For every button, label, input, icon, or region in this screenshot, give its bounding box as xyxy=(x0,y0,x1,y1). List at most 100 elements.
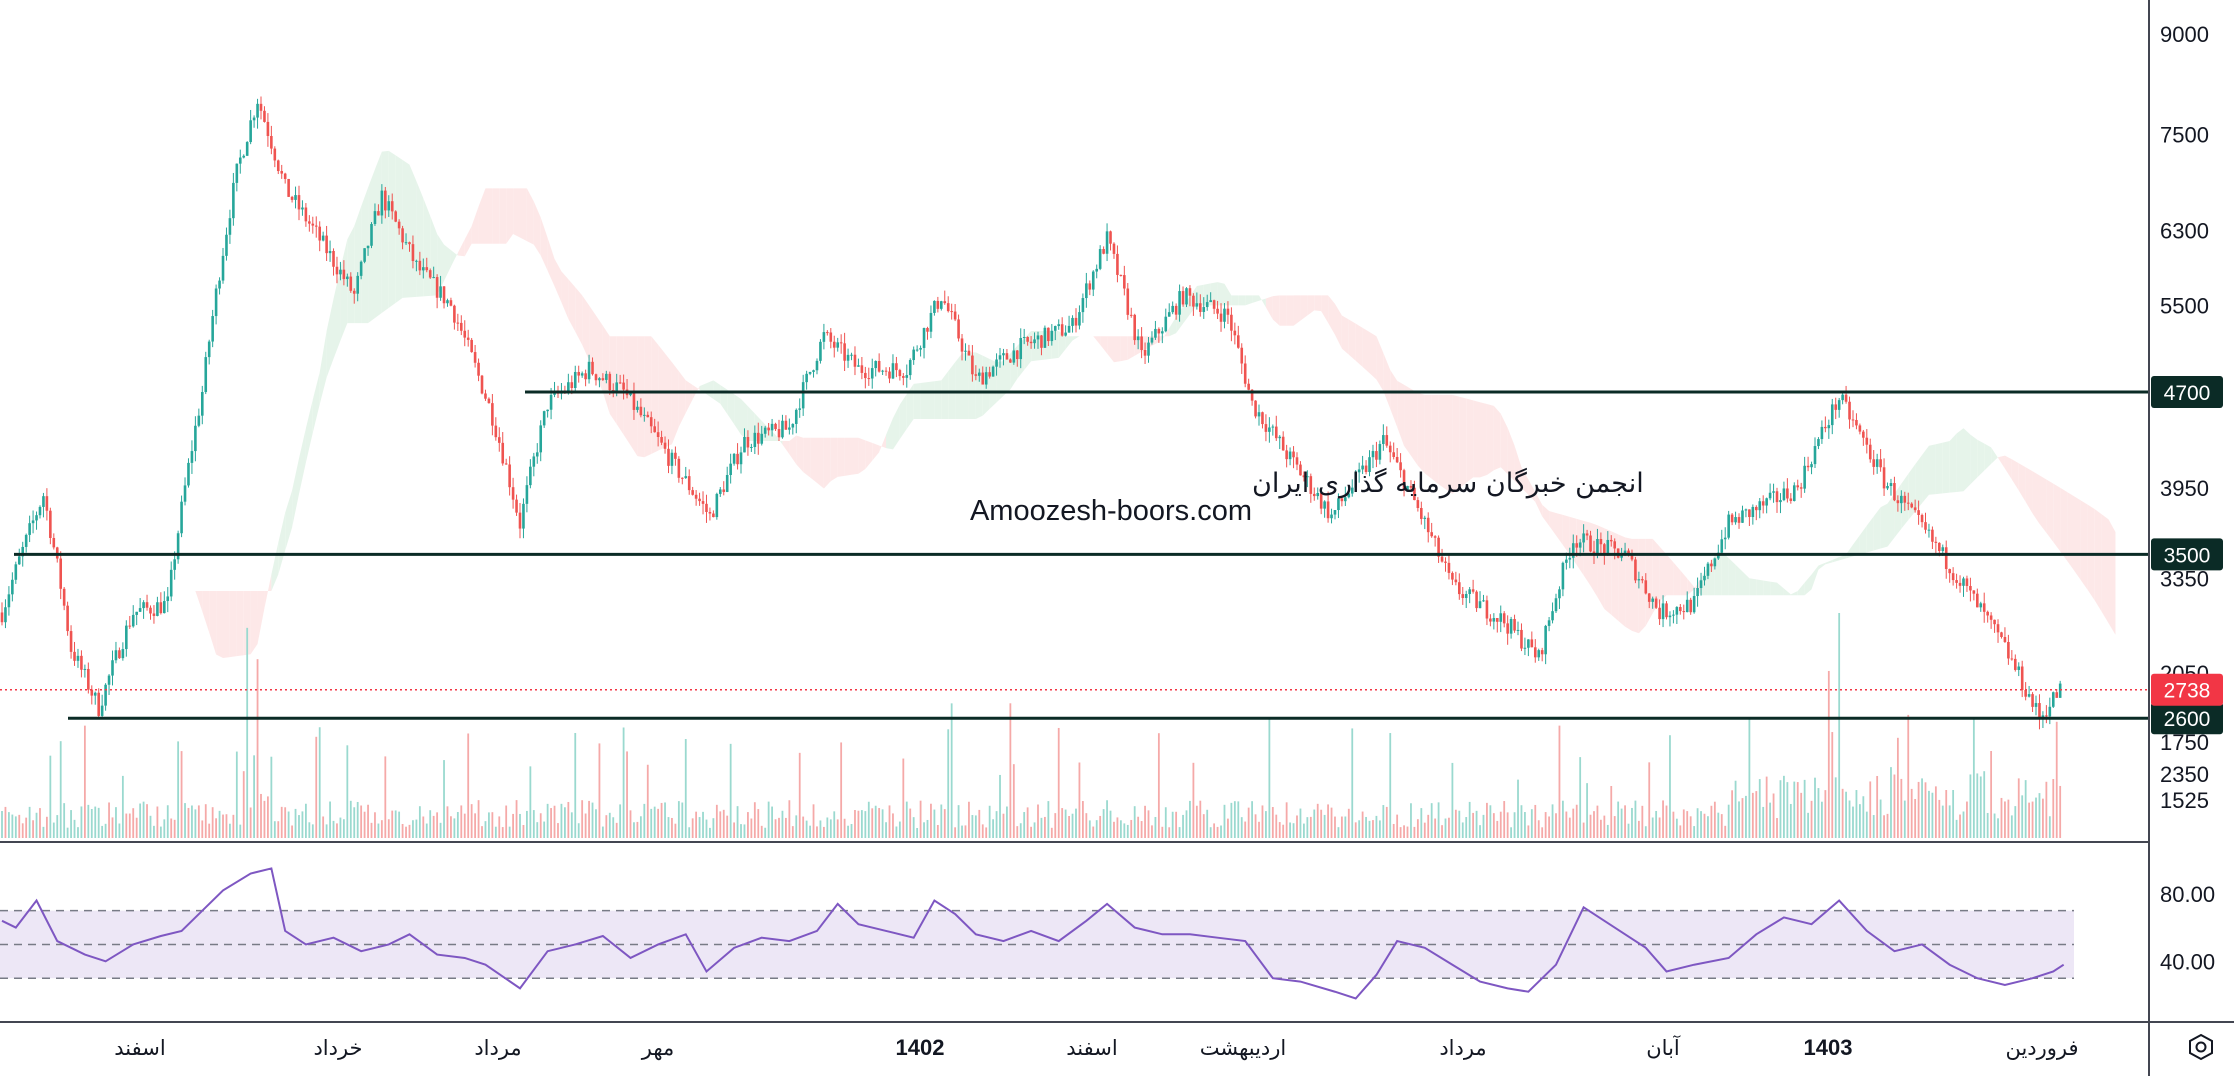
candle-body xyxy=(1941,547,1945,552)
candle-body xyxy=(1167,312,1171,317)
volume-bar xyxy=(1475,810,1478,838)
candle-body xyxy=(691,490,694,495)
cloud-segment xyxy=(1777,582,1784,596)
volume-bar xyxy=(539,813,542,838)
candle-body xyxy=(1161,331,1164,334)
volume-bar xyxy=(1893,774,1896,838)
candle-body xyxy=(1931,529,1934,542)
candle-body xyxy=(1917,510,1920,515)
chart-settings-button[interactable] xyxy=(2180,1029,2222,1065)
volume-bar xyxy=(1938,799,1941,838)
candle-body xyxy=(1958,582,1962,586)
candle-body xyxy=(1299,464,1302,476)
cloud-segment xyxy=(975,352,983,419)
candle-body xyxy=(163,601,166,614)
cloud-segment xyxy=(934,380,942,419)
volume-bar xyxy=(653,806,656,838)
candle-body xyxy=(812,370,815,372)
candle-body xyxy=(276,160,280,172)
candle-body xyxy=(104,684,107,706)
candle-body xyxy=(107,675,111,685)
volume-bar xyxy=(339,817,342,838)
volume-bar xyxy=(1845,791,1847,838)
cloud-segment xyxy=(1770,581,1778,596)
candle-body xyxy=(49,510,52,538)
cloud-segment xyxy=(402,159,410,298)
candle-body xyxy=(97,692,100,716)
volume-bar xyxy=(843,818,846,838)
rsi-axis[interactable]: 80.00 40.00 xyxy=(2160,882,2215,975)
candle-body xyxy=(287,178,290,197)
volume-bar xyxy=(1562,800,1564,838)
candle-body xyxy=(898,370,902,377)
candle-body xyxy=(1385,435,1389,446)
support-resistance-levels[interactable] xyxy=(14,390,2149,720)
volume-bar xyxy=(639,816,642,838)
candle-body xyxy=(1706,563,1710,576)
volume-bar xyxy=(826,817,829,838)
volume-bar xyxy=(80,806,83,838)
cloud-segment xyxy=(1438,394,1446,490)
candle-body xyxy=(411,244,415,262)
volume-bar xyxy=(971,815,974,838)
volume-bar xyxy=(77,827,79,838)
candle-body xyxy=(1188,288,1192,296)
volume-bar xyxy=(736,806,739,838)
cloud-segment xyxy=(1390,370,1398,428)
candle-body xyxy=(1012,350,1016,363)
volume-bar xyxy=(1627,823,1630,838)
cloud-segment xyxy=(264,574,272,609)
cloud-segment xyxy=(816,437,824,489)
volume-bar xyxy=(674,823,677,838)
cloud-segment xyxy=(1272,295,1280,326)
volume-bar xyxy=(1568,817,1571,838)
candle-body xyxy=(1088,283,1092,290)
volume-bar xyxy=(1,811,3,838)
candle-body xyxy=(1126,288,1130,315)
candle-body xyxy=(1986,611,1989,616)
volume-bar xyxy=(311,824,314,838)
volume-bar xyxy=(1962,811,1965,838)
cloud-segment xyxy=(1991,447,1999,464)
volume-bar xyxy=(139,803,142,838)
candle-body xyxy=(687,476,691,491)
candle-body xyxy=(1502,613,1506,624)
cloud-segment xyxy=(1970,434,1978,485)
candle-body xyxy=(1851,419,1855,421)
candle-body xyxy=(328,250,332,254)
volume-bar xyxy=(819,820,822,838)
candle-body xyxy=(1002,353,1005,356)
candle-body xyxy=(394,211,397,222)
volume-bar xyxy=(488,812,490,838)
price-tick-label: 1525 xyxy=(2160,788,2209,813)
volume-bar xyxy=(1655,810,1658,838)
cloud-segment xyxy=(1293,295,1301,326)
cloud-segment xyxy=(892,404,900,450)
volume-bar xyxy=(985,827,988,838)
volume-bar xyxy=(1855,790,1858,838)
volume-bar xyxy=(1413,826,1416,838)
cloud-segment xyxy=(582,295,590,361)
volume-bar xyxy=(933,809,936,838)
candle-body xyxy=(2007,641,2010,659)
volume-bar xyxy=(1772,793,1775,838)
candle-body xyxy=(2020,666,2024,691)
volume-bar xyxy=(83,725,86,838)
time-axis[interactable]: اسفند خرداد مرداد مهر 1402 اسفند اردیبهشت مرداد… xyxy=(114,1035,2078,1060)
candle-body xyxy=(1637,579,1641,581)
volume-bar xyxy=(21,823,24,838)
volume-bar xyxy=(981,824,984,838)
volume-bar xyxy=(919,800,922,838)
candle-body xyxy=(1095,268,1099,272)
candle-body xyxy=(781,420,784,438)
cloud-segment xyxy=(437,234,445,296)
volume-bar xyxy=(1037,804,1039,838)
cloud-segment xyxy=(2080,500,2088,591)
volume-bar xyxy=(1841,788,1844,838)
candle-body xyxy=(1537,650,1541,658)
candle-body xyxy=(998,355,1002,360)
volume-bar xyxy=(28,806,31,838)
candle-body xyxy=(525,485,529,504)
volume-bar xyxy=(1088,820,1091,838)
volume-bar xyxy=(574,732,577,838)
